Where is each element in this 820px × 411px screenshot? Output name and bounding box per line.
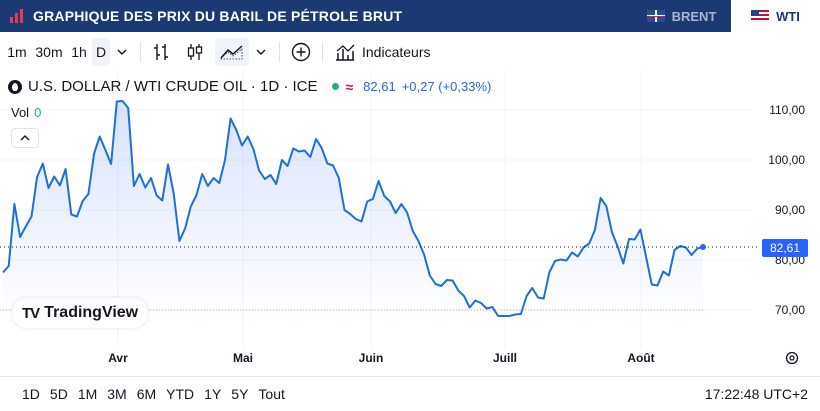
chevron-down-icon (256, 49, 266, 55)
interval-d-label: D (95, 44, 107, 60)
interval-1m-button[interactable]: 1m (2, 38, 32, 66)
price-area (3, 101, 703, 316)
tradingview-logo[interactable]: TV TradingView (12, 298, 149, 328)
tradingview-wordmark: TradingView (44, 304, 139, 321)
bar-style-button[interactable] (147, 38, 175, 66)
chart-style-dropdown-button[interactable] (249, 38, 273, 66)
interval-1m-label: 1m (7, 44, 27, 60)
area-style-button[interactable] (215, 38, 249, 66)
range-6m-button[interactable]: 6M (136, 385, 157, 402)
toolbar-divider (279, 42, 280, 62)
chevron-down-icon (117, 49, 127, 55)
range-1y-button[interactable]: 1Y (204, 385, 222, 402)
y-tick-label: 100,00 (768, 153, 805, 167)
indicators-icon (336, 44, 355, 61)
header-bar: GRAPHIQUE DES PRIX DU BARIL DE PÉTROLE B… (0, 0, 820, 32)
chart-toolbar: 1m 30m 1h D Indicateurs (0, 36, 820, 68)
y-tick-label: 90,00 (775, 203, 805, 217)
toolbar-divider (140, 42, 141, 62)
interval-30m-button[interactable]: 30m (32, 38, 66, 66)
interval-1h-label: 1h (71, 44, 87, 60)
tab-brent[interactable]: BRENT (632, 0, 731, 32)
uk-flag-icon (646, 10, 665, 22)
interval-30m-label: 30m (35, 44, 63, 60)
delayed-data-icon: ≈ (345, 78, 354, 95)
clock: 17:22:48 UTC+2 (704, 386, 808, 402)
range-1m-button[interactable]: 1M (77, 385, 98, 402)
interval-dropdown-button[interactable] (110, 38, 134, 66)
range-buttons: 1D 5D 1M 3M 6M YTD 1Y 5Y Tout (17, 386, 290, 402)
price-change: +0,27 (+0,33%) (401, 79, 492, 94)
volume-legend: Vol 0 (11, 105, 41, 120)
us-flag-icon (751, 10, 770, 22)
range-tout-button[interactable]: Tout (258, 385, 285, 402)
x-tick-label: Juill (493, 351, 517, 365)
candle-style-button[interactable] (181, 38, 209, 66)
x-tick-label: Mai (233, 351, 253, 365)
range-1d-button[interactable]: 1D (22, 385, 40, 402)
tradingview-mark-icon: TV (22, 304, 40, 322)
volume-label: Vol (11, 105, 30, 120)
collapse-legend-button[interactable] (11, 128, 39, 148)
page-title: GRAPHIQUE DES PRIX DU BARIL DE PÉTROLE B… (33, 8, 403, 24)
indicators-button[interactable]: Indicateurs (329, 38, 436, 66)
last-point (700, 243, 706, 250)
chart-bars-icon (10, 9, 23, 23)
range-ytd-button[interactable]: YTD (166, 385, 195, 402)
plus-circle-icon (291, 42, 311, 62)
last-price-tag: 82,61 (762, 239, 808, 257)
market-tabs: BRENT WTI (632, 0, 820, 32)
range-5y-button[interactable]: 5Y (231, 385, 249, 402)
interval-d-button[interactable]: D (92, 38, 110, 66)
volume-value: 0 (34, 105, 42, 120)
area-chart-icon (220, 45, 243, 60)
last-price: 82,61 (363, 79, 396, 94)
gear-icon[interactable] (784, 350, 800, 366)
tab-wti[interactable]: WTI (731, 0, 820, 32)
x-tick-label: Avr (108, 351, 128, 365)
ohlc-bars-icon (154, 44, 168, 60)
chart-legend: U.S. DOLLAR / WTI CRUDE OIL · 1D · ICE ≈… (8, 78, 491, 95)
y-tick-label: 70,00 (775, 303, 805, 317)
price-line (2, 100, 704, 317)
range-3m-button[interactable]: 3M (107, 385, 127, 402)
market-status-icon (332, 83, 340, 90)
tab-brent-label: BRENT (671, 8, 717, 24)
interval-1h-button[interactable]: 1h (66, 38, 92, 66)
x-tick-label: Août (627, 351, 654, 365)
indicators-label: Indicateurs (362, 44, 431, 60)
tab-wti-label: WTI (776, 8, 800, 24)
candlestick-icon (187, 44, 203, 60)
y-tick-label: 110,00 (769, 103, 805, 117)
oil-drop-icon (8, 79, 22, 94)
toolbar-divider (322, 42, 323, 62)
chevron-up-icon (20, 135, 30, 141)
compare-add-button[interactable] (286, 38, 316, 66)
range-bar: 1D 5D 1M 3M 6M YTD 1Y 5Y Tout 17:22:48 UTC+2 (0, 376, 820, 410)
x-tick-label: Juin (359, 351, 384, 365)
symbol-label: U.S. DOLLAR / WTI CRUDE OIL · 1D · ICE (28, 78, 318, 95)
range-5d-button[interactable]: 5D (49, 385, 68, 402)
